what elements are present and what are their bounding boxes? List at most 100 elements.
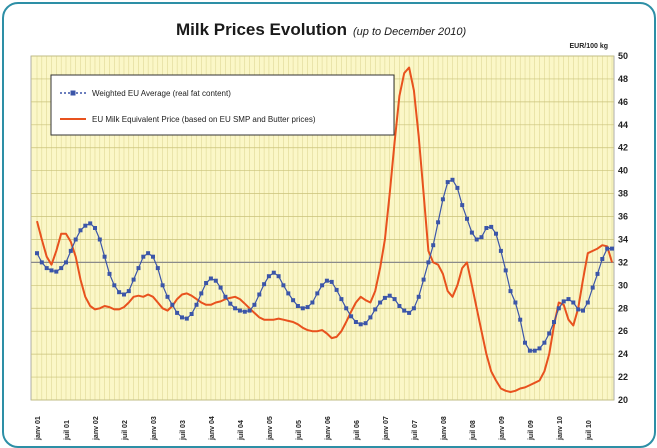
series-marker-weighted-average [208,276,213,281]
y-tick-label: 46 [618,97,628,107]
series-marker-weighted-average [184,316,189,321]
series-marker-weighted-average [35,251,39,256]
x-tick-label: juil 02 [122,420,129,441]
series-marker-weighted-average [431,243,436,248]
x-tick-label: juil 10 [586,420,593,441]
x-tick-label: janv 06 [325,416,332,441]
y-tick-label: 38 [618,189,628,199]
series-marker-weighted-average [585,300,590,305]
series-marker-weighted-average [537,346,542,351]
chart-subtitle: (up to December 2010) [353,26,466,38]
series-marker-weighted-average [59,266,64,271]
series-marker-weighted-average [175,310,180,315]
series-line-equivalent-price [36,66,613,393]
series-marker-weighted-average [204,281,209,285]
series-marker-weighted-average [445,180,450,185]
series-marker-weighted-average [455,185,460,190]
series-marker-weighted-average [122,292,126,297]
series-marker-weighted-average [136,266,141,271]
series-marker-weighted-average [450,177,455,182]
series-marker-weighted-average [276,274,281,279]
series-marker-weighted-average [610,246,614,251]
legend: Weighted EU Average (real fat content) E… [50,74,395,136]
series-marker-weighted-average [218,285,223,290]
series-marker-weighted-average [349,314,354,319]
x-tick-label: juil 09 [528,420,535,441]
x-tick-label: janv 07 [383,416,390,441]
series-marker-weighted-average [78,228,83,233]
series-marker-weighted-average [523,340,527,345]
series-marker-weighted-average [315,291,320,296]
series-marker-weighted-average [474,237,479,242]
x-tick-label: janv 04 [209,416,216,441]
series-marker-weighted-average [344,306,349,311]
x-tick-label: juil 06 [354,420,361,441]
series-layer [35,66,614,393]
series-marker-weighted-average [49,268,54,273]
series-marker-weighted-average [102,254,107,259]
series-marker-weighted-average [97,237,102,242]
series-marker-weighted-average [117,290,122,295]
series-marker-weighted-average [324,278,329,283]
series-marker-weighted-average [131,277,136,282]
series-marker-weighted-average [54,269,59,274]
series-marker-weighted-average [494,231,498,236]
series-marker-weighted-average [353,320,358,324]
series-marker-weighted-average [392,297,397,302]
y-tick-label: 26 [618,326,628,336]
series-marker-weighted-average [262,282,267,287]
x-tick-label: juil 07 [412,420,419,441]
x-tick-label: juil 01 [64,420,71,441]
series-marker-weighted-average [39,260,44,265]
series-marker-weighted-average [382,295,387,300]
series-marker-weighted-average [189,312,194,316]
series-marker-weighted-average [223,294,228,299]
series-marker-weighted-average [397,304,402,308]
x-tick-label: janv 01 [35,416,42,441]
y-tick-label: 40 [618,166,628,176]
series-marker-weighted-average [407,310,412,315]
chart-svg: Milk Prices Evolution (up to December 20… [30,20,628,441]
series-marker-weighted-average [605,246,610,251]
series-marker-weighted-average [252,302,257,307]
x-tick-label: juil 08 [470,420,477,441]
series-marker-weighted-average [402,308,407,313]
series-marker-weighted-average [368,315,373,320]
series-marker-weighted-average [436,220,441,225]
series-marker-weighted-average [291,298,296,303]
series-marker-weighted-average [88,221,93,226]
x-tick-label: janv 05 [267,416,274,441]
series-marker-weighted-average [479,235,484,240]
x-tick-label: janv 02 [93,416,100,441]
x-tick-label: janv 08 [441,416,448,441]
y-tick-label: 44 [618,120,628,130]
series-marker-weighted-average [237,308,242,313]
tick-layer: 20 22 24 26 28 30 32 34 36 38 40 42 44 46 48 50 janv 01 j… [35,51,628,441]
y-tick-label: 30 [618,280,628,290]
series-marker-weighted-average [247,308,252,313]
series-marker-weighted-average [547,331,552,336]
series-marker-weighted-average [271,270,276,275]
series-marker-weighted-average [146,251,151,256]
series-marker-weighted-average [320,283,325,288]
series-marker-weighted-average [126,289,131,294]
y-tick-label: 28 [618,303,628,313]
legend-box [50,74,395,136]
series-marker-weighted-average [329,279,334,284]
series-marker-weighted-average [155,266,160,271]
x-tick-label: juil 03 [180,420,187,441]
series-marker-weighted-average [151,254,155,259]
series-marker-weighted-average [373,307,378,312]
series-marker-weighted-average [160,283,165,288]
series-marker-weighted-average [600,257,605,261]
series-marker-weighted-average [281,283,286,288]
y-tick-label: 32 [618,257,628,267]
y-tick-label: 34 [618,234,628,244]
series-marker-weighted-average [590,285,595,290]
series-marker-weighted-average [503,268,508,273]
series-marker-weighted-average [199,291,204,296]
series-marker-weighted-average [581,308,585,313]
y-tick-label: 42 [618,143,628,153]
series-marker-weighted-average [358,322,363,327]
